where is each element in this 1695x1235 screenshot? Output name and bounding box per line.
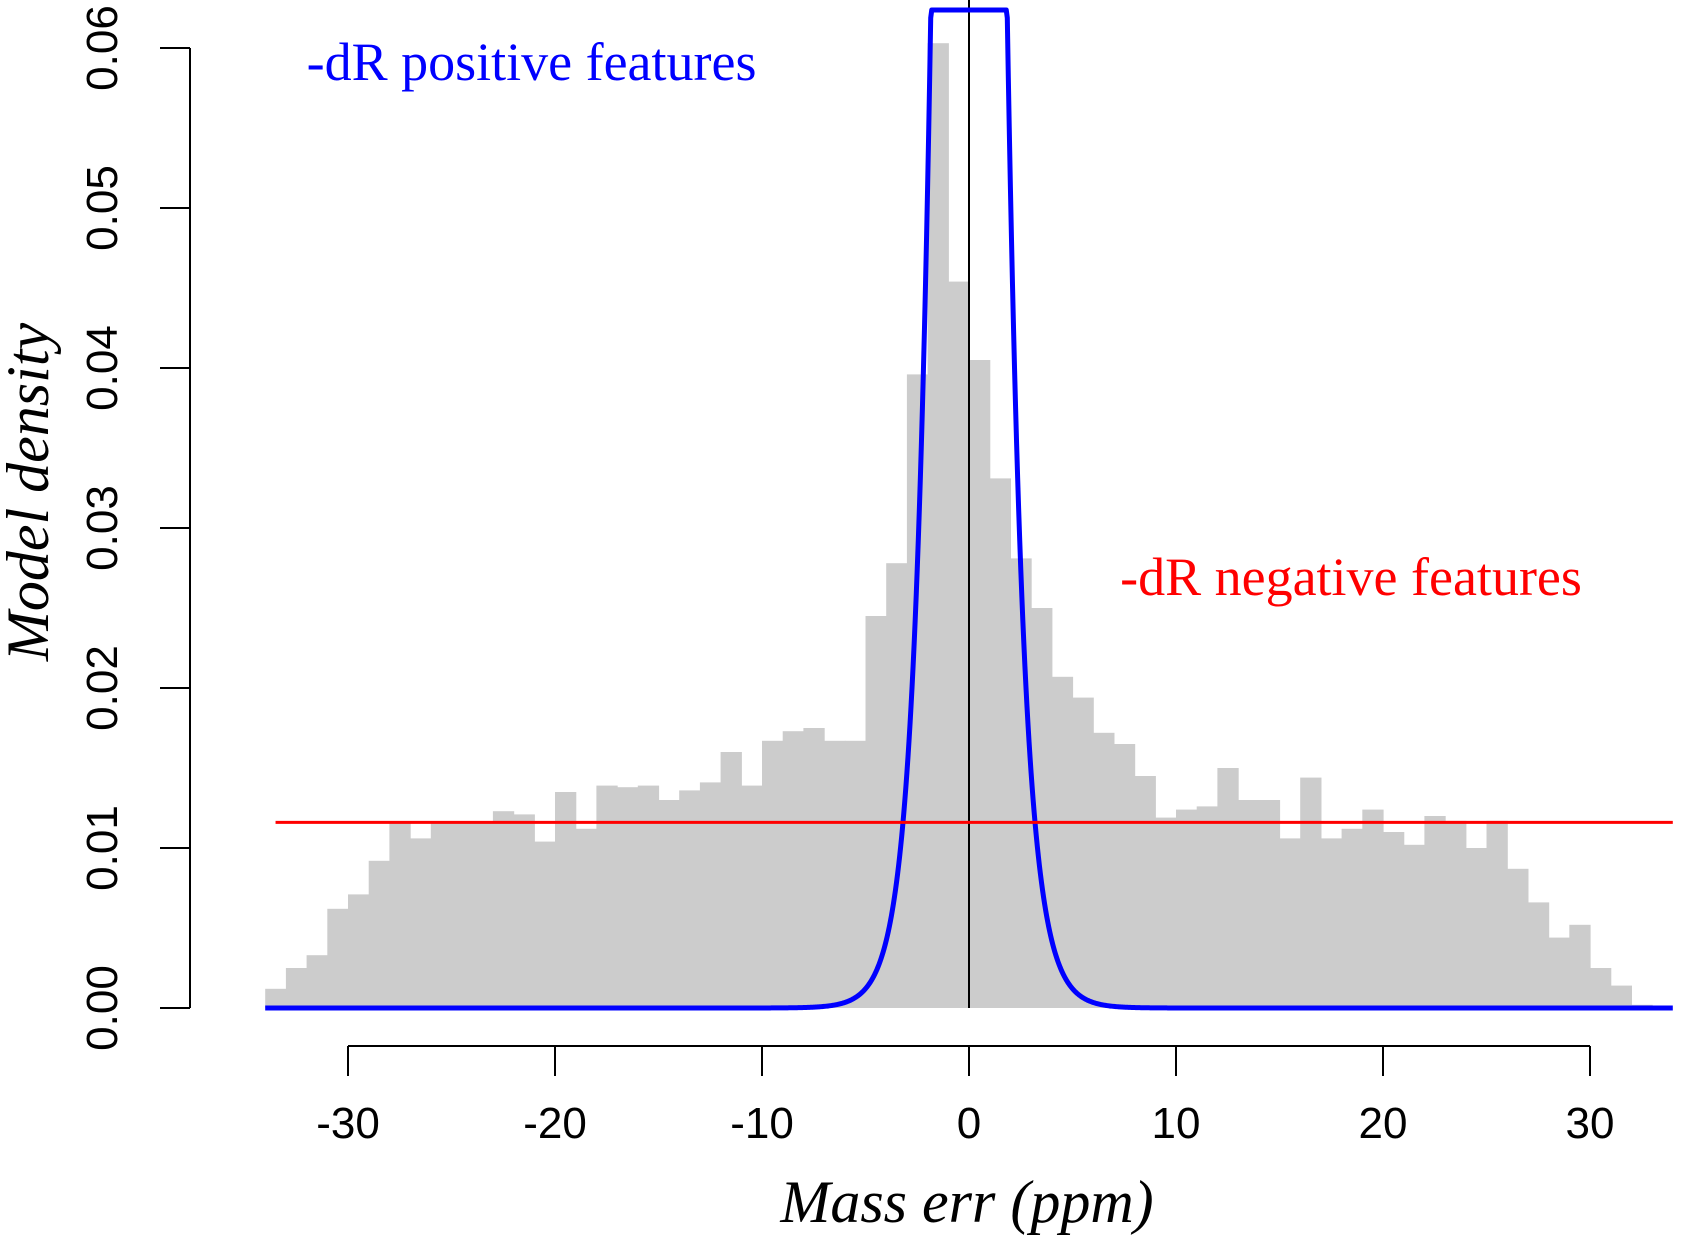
- histogram-bar: [451, 822, 473, 1008]
- histogram-bar: [1072, 697, 1094, 1008]
- histogram-bar: [472, 822, 494, 1008]
- histogram-bar: [803, 728, 825, 1008]
- histogram-bar: [534, 841, 556, 1008]
- y-tick-label: 0.04: [78, 325, 127, 411]
- histogram-bar: [886, 563, 908, 1008]
- histogram-bar: [782, 731, 804, 1008]
- histogram-bar: [637, 785, 660, 1008]
- histogram-bar: [1507, 868, 1529, 1008]
- histogram-bar: [1320, 838, 1343, 1008]
- histogram-bar: [1403, 844, 1425, 1008]
- y-tick-label: 0.05: [78, 165, 127, 251]
- histogram-bar: [679, 790, 701, 1008]
- histogram-bar: [1569, 924, 1591, 1008]
- annotations: -dR positive features -dR negative featur…: [307, 32, 1582, 607]
- histogram-bar: [1300, 777, 1322, 1008]
- histogram-bar: [1362, 809, 1384, 1008]
- negative-features-label: -dR negative features: [1120, 547, 1582, 607]
- histogram-bars: [265, 43, 1653, 1009]
- histogram-bar: [1590, 968, 1612, 1008]
- histogram-bar: [1548, 937, 1570, 1008]
- x-tick-label: -20: [523, 1099, 587, 1148]
- histogram-bar: [1486, 820, 1508, 1008]
- histogram-bar: [1113, 744, 1136, 1008]
- x-axis-title: Mass err (ppm): [779, 1169, 1153, 1235]
- positive-features-density-line: [263, 7, 1675, 1011]
- histogram-bar: [1155, 817, 1177, 1008]
- histogram-bar: [1341, 828, 1363, 1008]
- histogram-bar: [265, 988, 287, 1008]
- histogram-bar: [1051, 676, 1074, 1008]
- y-axis: 0.00 0.01 0.02 0.03 0.04 0.05 0.06: [78, 5, 191, 1051]
- density-lines: [263, 7, 1675, 1011]
- histogram-bar: [306, 955, 328, 1008]
- histogram-bar: [1176, 809, 1198, 1008]
- histogram-bar: [927, 43, 949, 1008]
- histogram-bar: [1134, 776, 1156, 1008]
- histogram-bar: [348, 894, 370, 1008]
- histogram-bar: [1465, 848, 1488, 1008]
- histogram-bar: [906, 374, 929, 1008]
- histogram-bar: [1258, 800, 1281, 1008]
- histogram-bar: [865, 616, 887, 1008]
- histogram-bar: [389, 822, 411, 1008]
- histogram-bar: [1196, 806, 1218, 1008]
- histogram-bar: [617, 787, 639, 1008]
- histogram-bar: [1383, 832, 1405, 1008]
- histogram-bar: [720, 752, 742, 1008]
- histogram-bar: [989, 478, 1011, 1008]
- histogram-bar: [1445, 820, 1467, 1008]
- y-axis-title: Model density: [0, 323, 61, 663]
- histogram-bar: [1610, 985, 1632, 1008]
- histogram-bar: [1279, 838, 1301, 1008]
- x-tick-label: 20: [1359, 1099, 1408, 1148]
- x-tick-label: 10: [1152, 1099, 1201, 1148]
- y-tick-label: 0.06: [78, 5, 127, 91]
- histogram-bar: [596, 785, 618, 1008]
- histogram-bar: [1527, 902, 1550, 1008]
- histogram-bar: [844, 740, 867, 1008]
- histogram-bar: [285, 968, 308, 1008]
- histogram-bar: [368, 860, 390, 1008]
- histogram-bar: [430, 822, 453, 1008]
- histogram-bar: [741, 785, 763, 1008]
- histogram-bar: [555, 792, 577, 1008]
- y-tick-label: 0.03: [78, 485, 127, 571]
- histogram-bar: [824, 740, 846, 1008]
- x-tick-label: -30: [316, 1099, 380, 1148]
- positive-features-label: -dR positive features: [307, 32, 757, 92]
- histogram-bar: [327, 908, 349, 1008]
- histogram-bar: [969, 360, 991, 1008]
- histogram-bar: [948, 281, 970, 1009]
- histogram-bar: [513, 814, 535, 1008]
- x-tick-label: 0: [957, 1099, 981, 1148]
- histogram-bar: [762, 740, 784, 1008]
- x-axis: -30 -20 -10 0 10 20 30: [316, 1045, 1615, 1148]
- x-tick-label: 30: [1566, 1099, 1615, 1148]
- y-tick-label: 0.01: [78, 805, 127, 891]
- histogram-bar: [1424, 816, 1446, 1008]
- histogram-bar: [1093, 732, 1115, 1008]
- histogram-bar: [575, 828, 597, 1008]
- y-tick-label: 0.02: [78, 645, 127, 731]
- histogram-bar: [1238, 800, 1260, 1008]
- y-tick-label: 0.00: [78, 965, 127, 1051]
- histogram-bar: [699, 782, 722, 1008]
- histogram-bar: [492, 811, 515, 1008]
- histogram-bar: [658, 800, 680, 1008]
- histogram-bar: [410, 838, 432, 1008]
- x-tick-label: -10: [730, 1099, 794, 1148]
- histogram-bar: [1217, 768, 1239, 1008]
